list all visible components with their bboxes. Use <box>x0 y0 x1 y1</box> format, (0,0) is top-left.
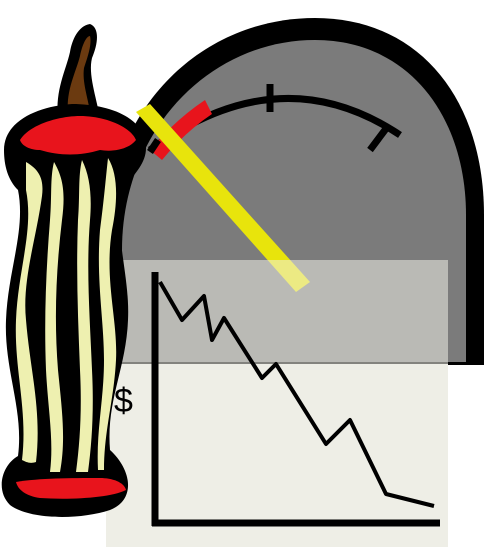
declining-chart: $ <box>114 272 440 527</box>
core-flesh-left <box>15 162 43 463</box>
paper-upper-translucent <box>106 260 448 364</box>
gauge-tick-left <box>147 138 161 154</box>
gauge-tick-right <box>367 123 391 153</box>
core-flesh-center-left <box>45 162 64 472</box>
core-bottom-skin <box>16 478 126 499</box>
dollar-sign-label: $ <box>114 382 133 420</box>
chart-paper <box>106 260 448 547</box>
chart-line-falling <box>158 280 435 508</box>
core-flesh-right <box>97 158 117 470</box>
gauge-needle <box>136 104 310 292</box>
core-flesh-center-right <box>76 160 93 472</box>
stem <box>67 36 91 112</box>
paper-lower <box>106 364 448 547</box>
apple-core-icon <box>1 24 147 517</box>
core-top-skin <box>20 116 136 155</box>
